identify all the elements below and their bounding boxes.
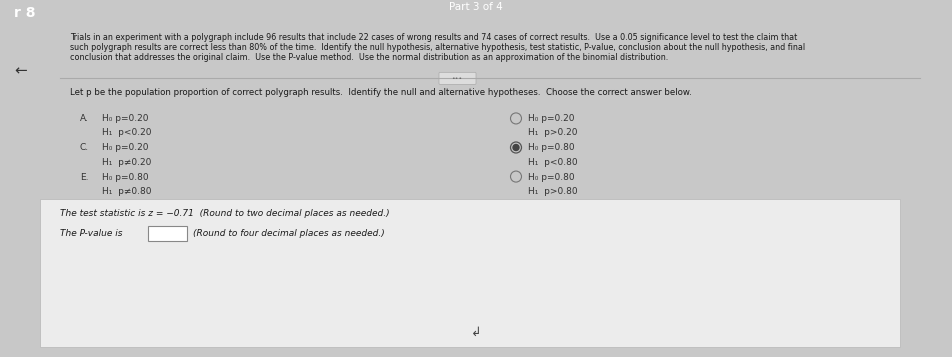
Text: H₀ p=0.20: H₀ p=0.20 — [528, 115, 574, 124]
Text: H₀ p=0.20: H₀ p=0.20 — [102, 144, 149, 152]
Text: ↲: ↲ — [470, 326, 482, 339]
Text: Let p be the population proportion of correct polygraph results.  Identify the n: Let p be the population proportion of co… — [70, 89, 692, 97]
Text: Part 3 of 4: Part 3 of 4 — [449, 2, 503, 12]
Text: r 8: r 8 — [14, 6, 36, 20]
Text: C.: C. — [80, 144, 89, 152]
Text: H₁  p<0.80: H₁ p<0.80 — [528, 157, 578, 166]
Text: The test statistic is z = −0.71  (Round to two decimal places as needed.): The test statistic is z = −0.71 (Round t… — [60, 208, 389, 218]
FancyBboxPatch shape — [148, 226, 187, 241]
Text: H₁  p≠0.80: H₁ p≠0.80 — [102, 187, 151, 196]
Text: H₀ p=0.20: H₀ p=0.20 — [102, 115, 149, 124]
Text: H₀ p=0.80: H₀ p=0.80 — [102, 172, 149, 182]
Circle shape — [513, 145, 519, 151]
Text: H₁  p<0.20: H₁ p<0.20 — [102, 129, 151, 137]
FancyBboxPatch shape — [439, 72, 476, 84]
Text: H₁  p>0.80: H₁ p>0.80 — [528, 187, 578, 196]
Text: H₁  p≠0.20: H₁ p≠0.20 — [102, 157, 151, 166]
Text: The P-value is: The P-value is — [60, 229, 123, 238]
Text: H₀ p=0.80: H₀ p=0.80 — [528, 172, 575, 182]
Text: H₁  p>0.20: H₁ p>0.20 — [528, 129, 578, 137]
Text: conclusion that addresses the original claim.  Use the P-value method.  Use the : conclusion that addresses the original c… — [70, 53, 668, 62]
FancyBboxPatch shape — [40, 198, 900, 347]
Text: ←: ← — [14, 64, 27, 79]
Text: (Round to four decimal places as needed.): (Round to four decimal places as needed.… — [193, 229, 385, 238]
Text: E.: E. — [80, 172, 89, 182]
Text: •••: ••• — [451, 76, 463, 81]
Text: A.: A. — [80, 115, 89, 124]
Text: such polygraph results are correct less than 80% of the time.  Identify the null: such polygraph results are correct less … — [70, 43, 805, 52]
Text: H₀ p=0.80: H₀ p=0.80 — [528, 144, 575, 152]
Text: Trials in an experiment with a polygraph include 96 results that include 22 case: Trials in an experiment with a polygraph… — [70, 33, 797, 42]
